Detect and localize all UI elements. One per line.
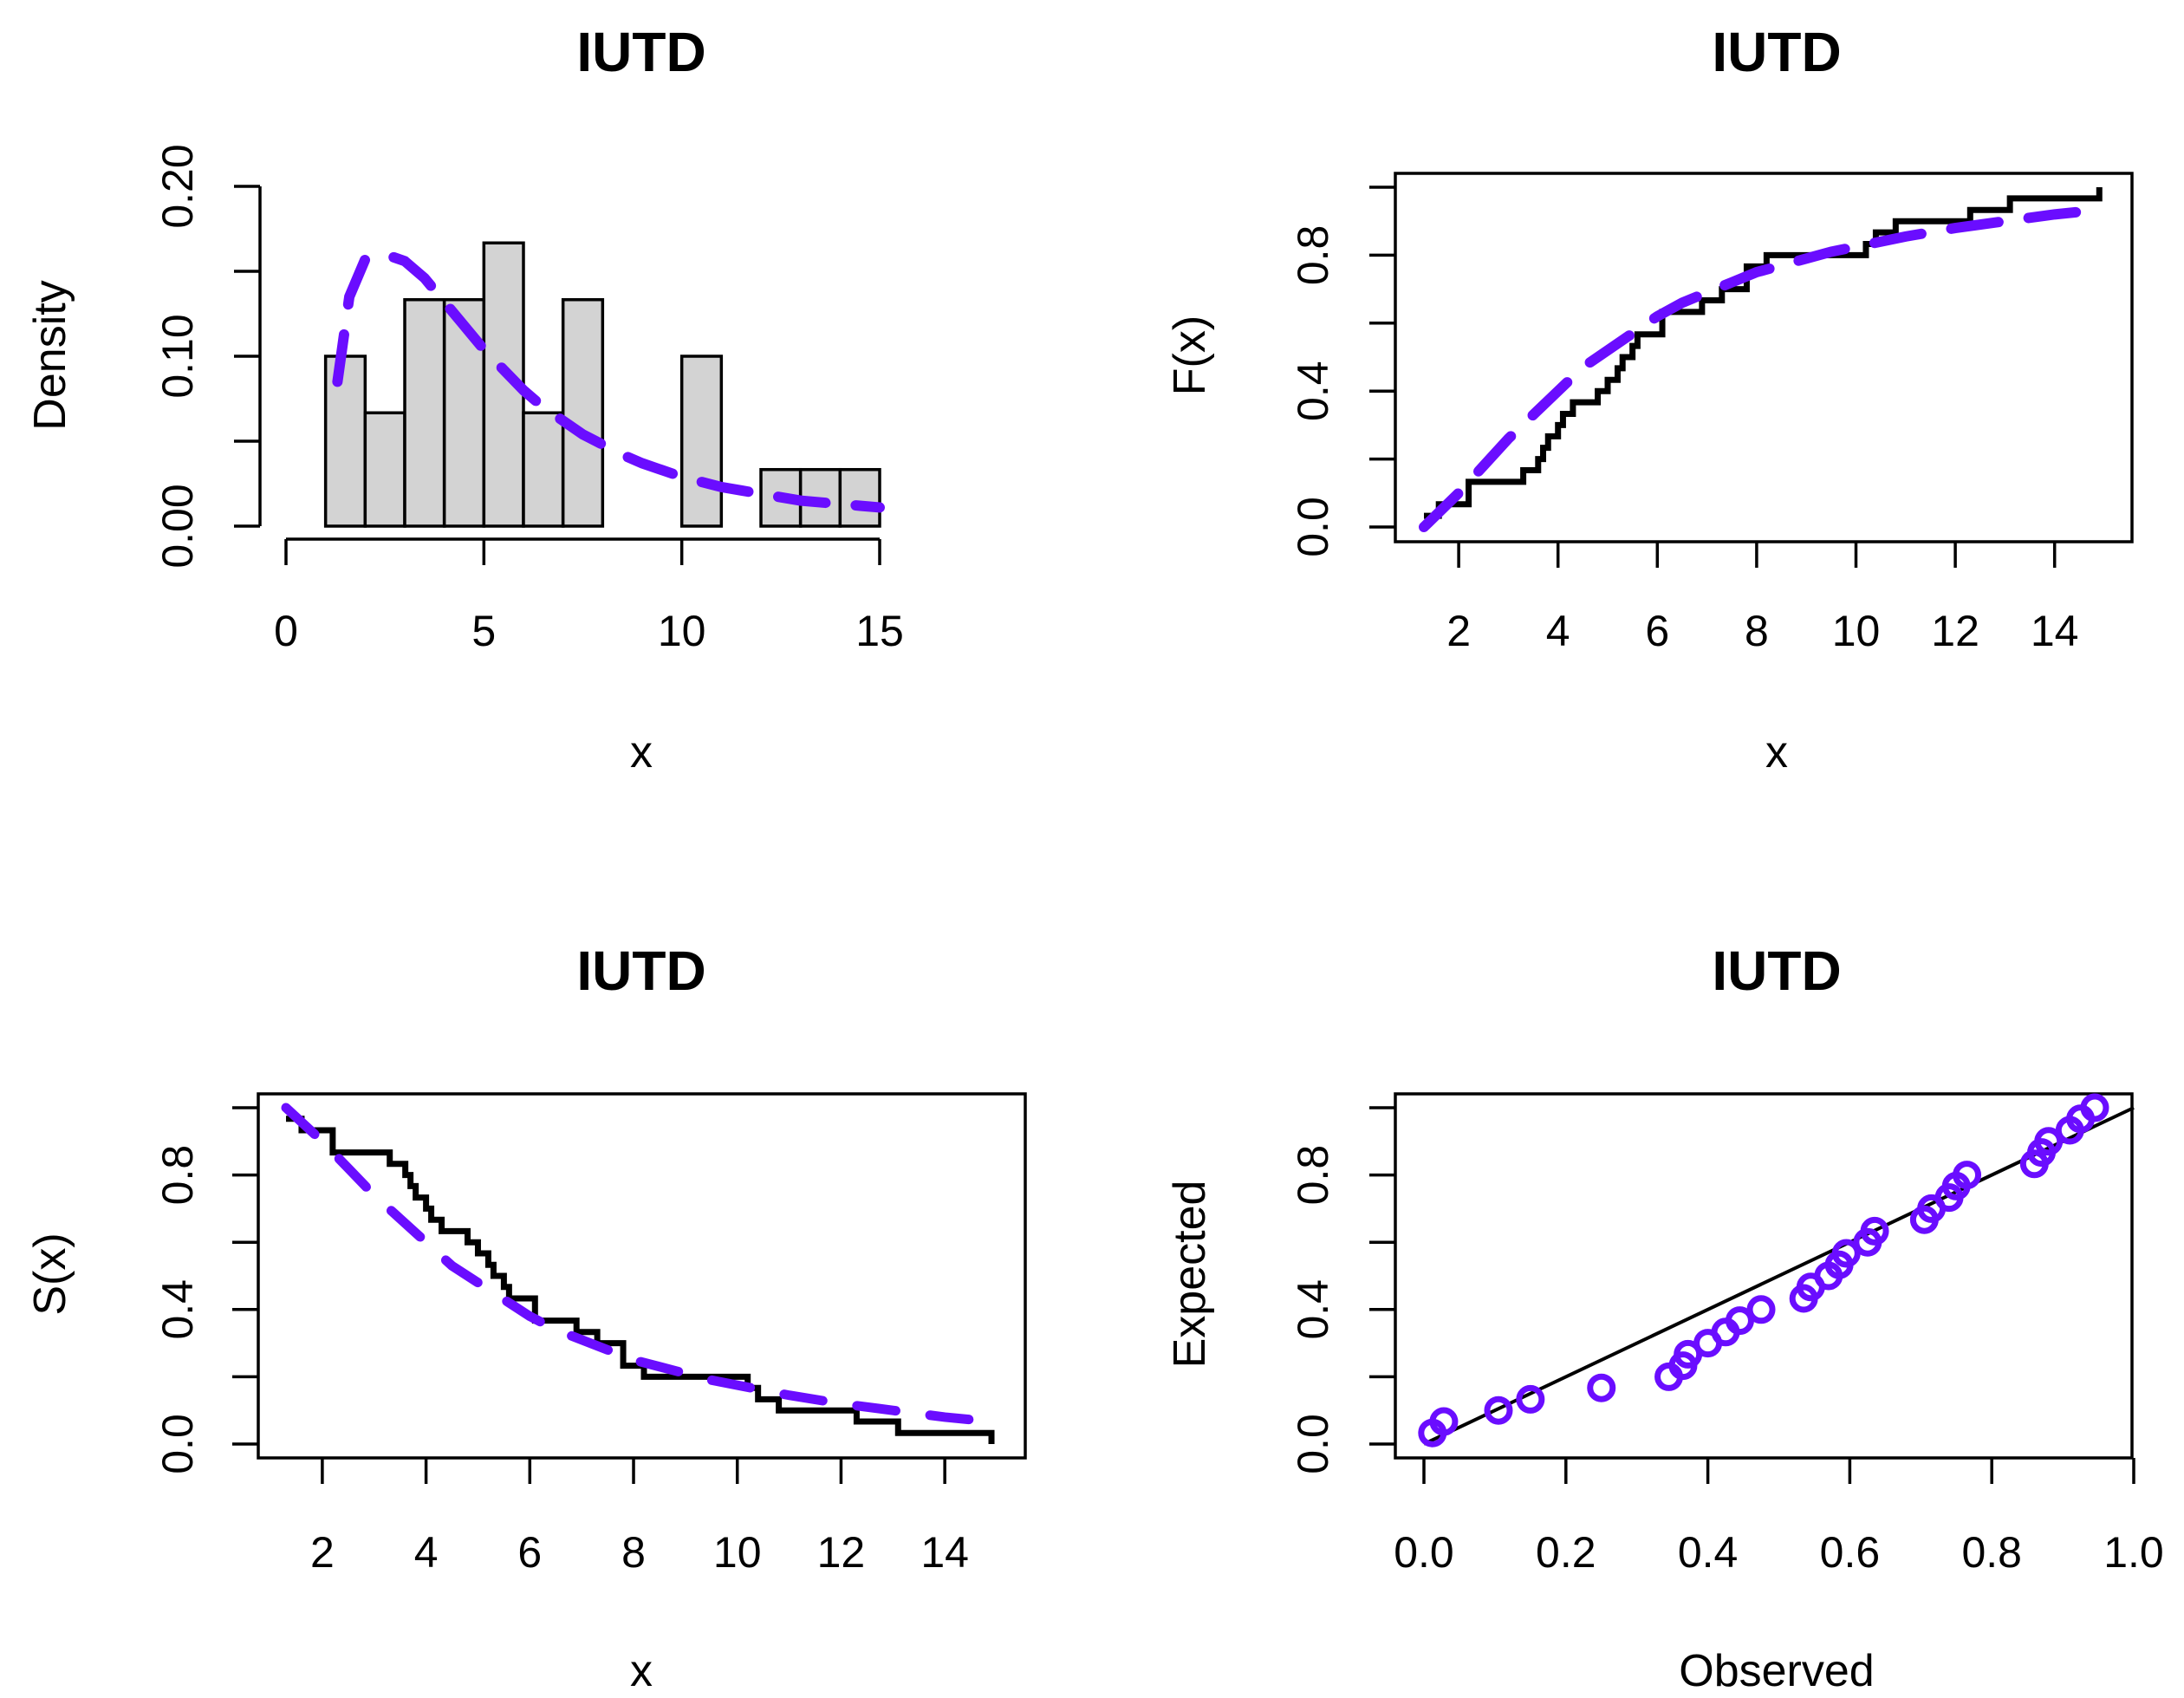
y-axis-label: F(x) <box>1165 316 1215 395</box>
reference-line <box>1423 1106 2135 1446</box>
title: IUTD <box>1712 940 1841 1002</box>
y-tick-label: 0.20 <box>153 144 202 228</box>
x-tick-label: 0.8 <box>1961 1528 2022 1577</box>
x-axis-label: x <box>630 1646 653 1696</box>
histogram-bar <box>838 467 881 528</box>
x-tick-label: 12 <box>1931 607 1979 655</box>
x-tick-label: 10 <box>658 607 706 655</box>
x-tick-label: 8 <box>1745 607 1769 655</box>
histogram-bar <box>403 297 446 528</box>
pp-point <box>1725 1306 1754 1336</box>
x-tick-label: 10 <box>1832 607 1881 655</box>
x-tick-label: 1.0 <box>2103 1528 2164 1577</box>
x-tick-label: 0.2 <box>1536 1528 1596 1577</box>
histogram-bar <box>679 355 724 528</box>
y-tick-label: 0.8 <box>153 1145 202 1206</box>
y-tick-label: 0.4 <box>1289 1279 1337 1340</box>
title: IUTD <box>1712 21 1841 83</box>
panel-histogram: IUTD 0 5 10 15 0.00 0.10 0.20 x Density <box>25 21 904 777</box>
fitted-cdf-curve <box>1419 204 2109 532</box>
x-tick-label: 2 <box>1446 607 1471 655</box>
x-tick-label: 15 <box>855 607 904 655</box>
fitted-survival-line <box>281 1103 1002 1428</box>
plot-box <box>1394 1092 2134 1460</box>
fitted-density-line <box>332 249 885 513</box>
y-axis-label: S(x) <box>25 1233 75 1315</box>
y-ticks: 0.0 0.4 0.8 <box>153 1106 258 1474</box>
fitted-survival-curve <box>281 1103 1002 1428</box>
pp-point <box>2080 1093 2109 1122</box>
pp-point <box>1484 1395 1513 1425</box>
pp-point <box>1587 1373 1616 1402</box>
panel-pp-plot: IUTD 0.0 0.2 0.4 0.6 0.8 1.0 0.0 0.4 0.8 Observ… <box>1165 940 2164 1696</box>
empirical-survival-step <box>286 1116 995 1444</box>
pp-point <box>1831 1239 1861 1268</box>
pp-point <box>1860 1216 1889 1246</box>
y-tick-label: 0.00 <box>153 484 202 568</box>
y-tick-label: 0.0 <box>1289 497 1337 557</box>
histogram-bars <box>323 241 881 528</box>
histogram-bar <box>522 411 565 528</box>
histogram-bar <box>323 355 367 528</box>
y-ticks: 0.0 0.4 0.8 <box>1289 185 1395 557</box>
y-ticks: 0.0 0.4 0.8 <box>1289 1106 1395 1474</box>
x-tick-label: 14 <box>920 1528 969 1577</box>
x-tick-label: 8 <box>621 1528 646 1577</box>
x-tick-label: 5 <box>471 607 496 655</box>
y-tick-label: 0.8 <box>1289 225 1337 286</box>
fitted-cdf-line <box>1419 204 2109 532</box>
panel-cdf: IUTD 2 4 6 8 10 12 14 0.0 0.4 0.8 x F(x) <box>1165 21 2134 777</box>
x-tick-label: 10 <box>713 1528 762 1577</box>
histogram-bar <box>363 411 406 528</box>
pp-point <box>2034 1127 2064 1156</box>
title: IUTD <box>576 21 705 83</box>
x-tick-label: 4 <box>1546 607 1570 655</box>
x-tick-label: 0.6 <box>1820 1528 1881 1577</box>
x-tick-label: 14 <box>2031 607 2079 655</box>
y-axis-label: Density <box>25 280 75 430</box>
pp-points <box>1418 1093 2109 1448</box>
x-tick-label: 2 <box>310 1528 335 1577</box>
y-tick-label: 0.4 <box>1289 361 1337 421</box>
y-tick-label: 0.4 <box>153 1279 202 1340</box>
x-tick-label: 0.4 <box>1678 1528 1739 1577</box>
x-tick-label: 4 <box>414 1528 439 1577</box>
reference-diagonal <box>1423 1106 2135 1446</box>
x-ticks: 0 5 10 15 <box>274 539 904 655</box>
x-tick-label: 6 <box>1645 607 1669 655</box>
pp-point <box>1516 1384 1545 1414</box>
plot-box <box>257 1092 1027 1460</box>
panel-survival: IUTD 2 4 6 8 10 12 14 0.0 0.4 0.8 x S(x) <box>25 940 1027 1696</box>
empirical-cdf-path <box>1424 187 2103 519</box>
y-ticks: 0.00 0.10 0.20 <box>153 144 260 569</box>
pp-point <box>1746 1295 1776 1324</box>
pp-point <box>1953 1161 1982 1190</box>
title: IUTD <box>576 940 705 1002</box>
y-tick-label: 0.8 <box>1289 1145 1337 1206</box>
x-tick-label: 0.0 <box>1394 1528 1454 1577</box>
x-axis-label: x <box>630 727 653 777</box>
x-tick-label: 0 <box>274 607 298 655</box>
y-tick-label: 0.0 <box>1289 1414 1337 1474</box>
histogram-bar <box>561 297 605 528</box>
x-ticks: 2 4 6 8 10 12 14 <box>1446 542 2079 655</box>
x-ticks: 2 4 6 8 10 12 14 <box>310 1458 969 1577</box>
y-tick-label: 0.0 <box>153 1414 202 1474</box>
empirical-cdf-step <box>1424 187 2103 519</box>
plot-box <box>1394 172 2134 543</box>
x-tick-label: 6 <box>517 1528 542 1577</box>
y-axis-label: Expected <box>1165 1181 1215 1369</box>
x-tick-label: 12 <box>817 1528 866 1577</box>
x-axis-label: x <box>1765 727 1788 777</box>
pp-point <box>1429 1407 1459 1436</box>
y-tick-label: 0.10 <box>153 314 202 398</box>
x-ticks: 0.0 0.2 0.4 0.6 0.8 1.0 <box>1394 1458 2164 1577</box>
fitted-density-curve <box>332 249 885 513</box>
x-axis-label: Observed <box>1679 1646 1874 1696</box>
empirical-survival-path <box>286 1116 995 1444</box>
